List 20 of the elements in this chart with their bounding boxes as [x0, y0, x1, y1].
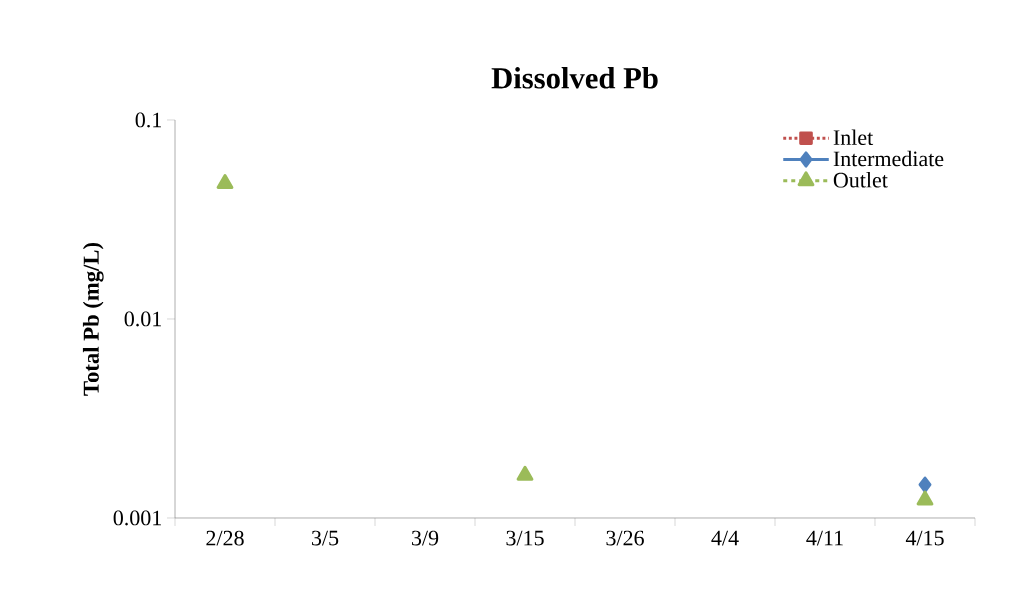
point — [516, 465, 534, 481]
x-tick-label: 3/9 — [411, 530, 439, 546]
x-tick-label: 4/4 — [711, 530, 739, 546]
x-tick-label: 2/28 — [206, 530, 244, 546]
point — [216, 173, 234, 189]
x-tick-label: 4/15 — [905, 530, 944, 546]
x-tick-label: 4/11 — [806, 530, 843, 546]
point — [918, 476, 932, 493]
y-tick-label: 0.001 — [113, 510, 161, 526]
y-axis-title: Total Pb (mg/L) — [82, 242, 104, 396]
y-tick-label: 0.1 — [135, 112, 161, 128]
legend-label: Inlet — [833, 129, 874, 146]
chart-title: Dissolved Pb — [491, 67, 658, 89]
point — [916, 490, 934, 506]
x-tick-label: 3/5 — [311, 530, 339, 546]
x-tick-label: 3/26 — [606, 530, 644, 546]
y-tick-label: 0.01 — [124, 311, 161, 327]
x-tick-label: 3/15 — [506, 530, 544, 546]
legend-label: Intermediate — [833, 150, 944, 167]
legend-label: Outlet — [833, 172, 888, 188]
